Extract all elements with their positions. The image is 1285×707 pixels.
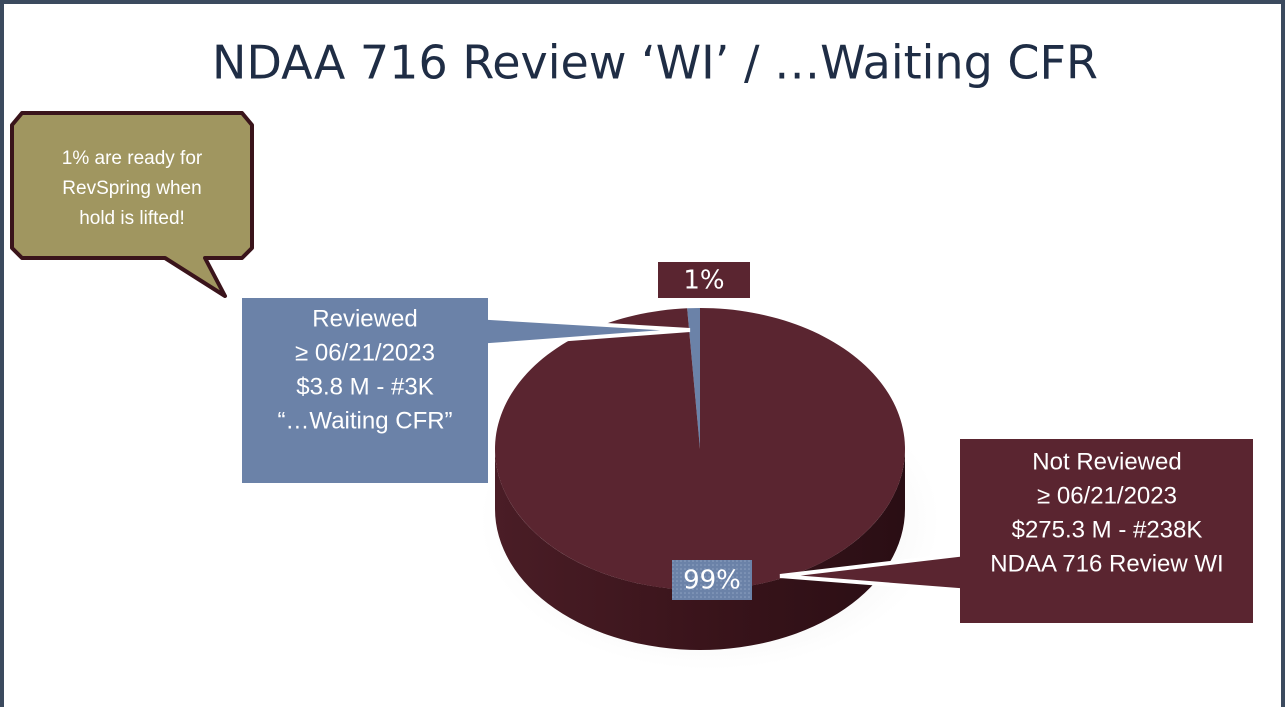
value-label: 99% bbox=[683, 566, 741, 596]
callout-text: Reviewed bbox=[312, 305, 417, 332]
callout-text: ≥ 06/21/2023 bbox=[295, 339, 435, 366]
callout-text: NDAA 716 Review WI bbox=[990, 550, 1223, 577]
callout-not-reviewed bbox=[779, 435, 1257, 627]
callout-text: $3.8 M - #3K bbox=[296, 373, 433, 400]
callout-text: “…Waiting CFR” bbox=[277, 407, 452, 434]
label-box bbox=[672, 560, 752, 600]
pie-side bbox=[495, 449, 905, 650]
chart-title: NDAA 716 Review ‘WI’ / …Waiting CFR bbox=[212, 36, 1098, 90]
label-box bbox=[658, 262, 750, 298]
speech-bubble bbox=[10, 111, 254, 298]
pie-slice bbox=[495, 308, 906, 591]
callout-text: 1% are ready for bbox=[62, 148, 203, 169]
value-label: 1% bbox=[683, 266, 724, 296]
callout-text: $275.3 M - #238K bbox=[1012, 516, 1203, 543]
callout-reviewed bbox=[238, 294, 691, 487]
callout-text: RevSpring when bbox=[62, 178, 201, 199]
callout-text: Not Reviewed bbox=[1032, 448, 1181, 475]
pie-slice bbox=[687, 308, 700, 449]
callout-text: ≥ 06/21/2023 bbox=[1037, 482, 1177, 509]
pie bbox=[495, 308, 906, 650]
callout-text: hold is lifted! bbox=[79, 208, 185, 229]
